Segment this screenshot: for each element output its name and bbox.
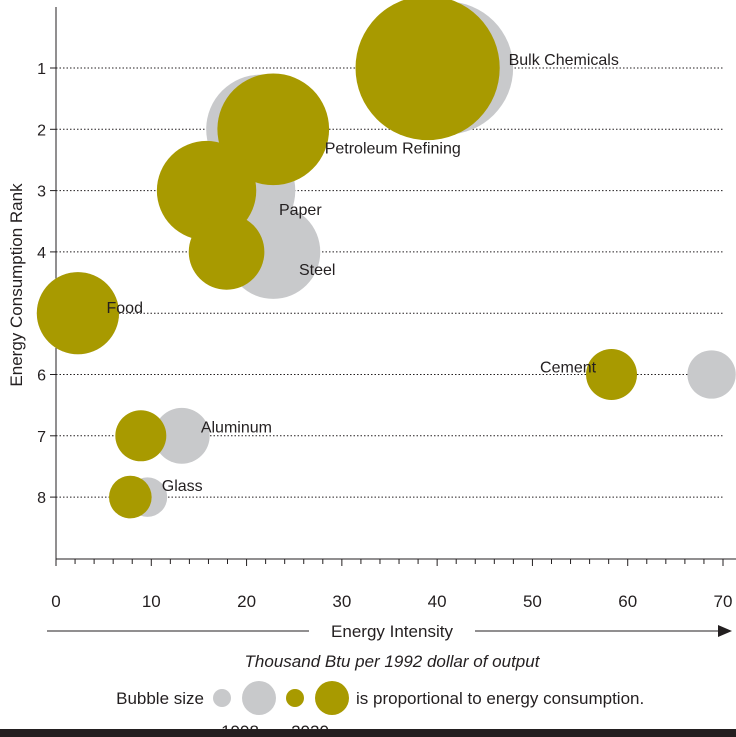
x-tick-label: 40 — [428, 592, 447, 611]
bubbles — [36, 0, 736, 519]
x-axis-title: Energy Intensity — [331, 622, 453, 641]
label-bulk-chemicals: Bulk Chemicals — [509, 52, 619, 69]
bubble-2020-food — [36, 272, 120, 355]
bubble-2020-aluminum — [115, 410, 167, 462]
x-axis-arrow — [47, 625, 732, 637]
bubble-2020-glass — [108, 475, 152, 519]
x-axis-subtitle: Thousand Btu per 1992 dollar of output — [245, 652, 541, 671]
x-tick-label: 60 — [618, 592, 637, 611]
label-paper: Paper — [279, 202, 322, 219]
x-tick-label: 10 — [142, 592, 161, 611]
legend-bubble-1998-small — [213, 689, 231, 707]
bubble-1998-cement — [687, 350, 736, 399]
legend: Bubble size is proportional to energy co… — [116, 681, 644, 737]
y-tick-label: 2 — [37, 122, 46, 139]
x-tick-label: 20 — [237, 592, 256, 611]
bottom-rule — [0, 729, 736, 737]
label-steel: Steel — [299, 262, 335, 279]
bubble-1998-aluminum — [153, 407, 210, 464]
x-tick-label: 50 — [523, 592, 542, 611]
y-tick-label: 7 — [37, 429, 46, 446]
y-tick-label: 3 — [37, 184, 46, 201]
label-petroleum-refining: Petroleum Refining — [325, 141, 461, 158]
y-tick-label: 6 — [37, 368, 46, 385]
category-labels: Bulk Chemicals Petroleum Refining Paper Ste… — [107, 52, 619, 495]
legend-bubble-1998-large — [242, 681, 276, 715]
arrow-head-icon — [718, 625, 732, 637]
bubble-2020-bulk-chemicals — [355, 0, 500, 141]
bubble-2020-cement — [586, 349, 638, 400]
x-tick-label: 30 — [332, 592, 351, 611]
legend-bubble-2020-large — [315, 681, 349, 715]
y-tick-label: 4 — [37, 245, 46, 262]
y-tick-label: 1 — [37, 61, 46, 78]
bubble-2020-petroleum-refining — [217, 73, 330, 186]
x-tick-label: 0 — [51, 592, 60, 611]
legend-suffix: is proportional to energy consumption. — [356, 689, 644, 708]
y-axis-title: Energy Consumption Rank — [7, 183, 26, 387]
x-tick-label: 70 — [714, 592, 733, 611]
label-food: Food — [107, 300, 143, 317]
label-aluminum: Aluminum — [201, 420, 272, 437]
label-glass: Glass — [162, 478, 203, 495]
bubble-2020-steel — [188, 214, 265, 290]
y-tick-label: 8 — [37, 490, 46, 507]
legend-bubble-2020-small — [286, 689, 304, 707]
legend-prefix: Bubble size — [116, 689, 204, 708]
label-cement: Cement — [540, 360, 597, 377]
